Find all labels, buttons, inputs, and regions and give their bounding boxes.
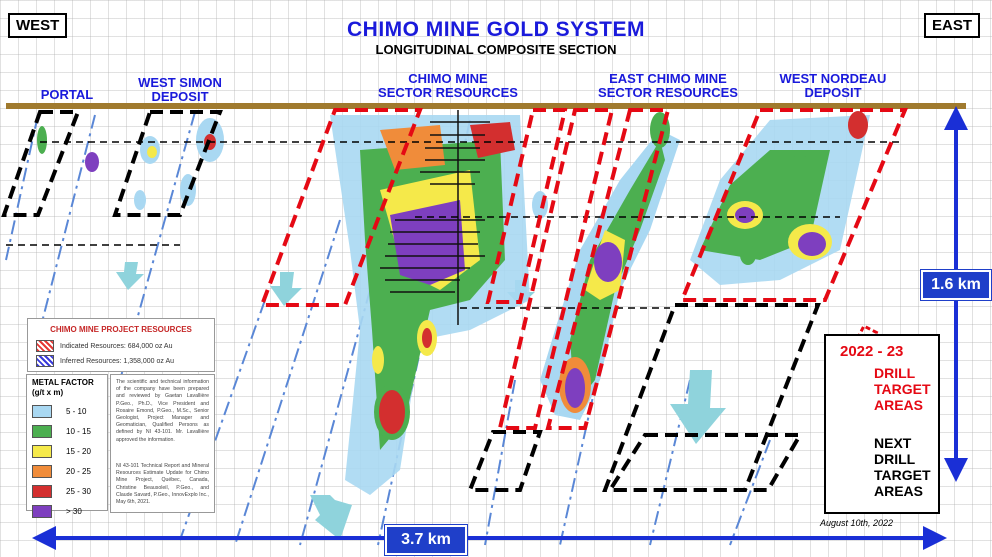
mf-item-3: 15 - 20 — [32, 445, 107, 458]
legend-black-line2: DRILL — [874, 451, 916, 467]
zone-chimo: CHIMO MINE SECTOR RESOURCES — [360, 72, 536, 100]
zone-west-nordeau-line1: WEST NORDEAU — [779, 71, 887, 86]
mf-item-6: > 30 — [32, 505, 107, 518]
metal-factor-unit: (g/t x m) — [32, 388, 64, 397]
mf-item-1: 5 - 10 — [32, 405, 107, 418]
zone-west-nordeau-line2: DEPOSIT — [804, 85, 862, 100]
metal-factor-title: METAL FACTOR — [32, 378, 94, 387]
notes-panel: The scientific and technical information… — [110, 374, 215, 513]
west-label: WEST — [8, 13, 68, 38]
zone-east-chimo-line1: EAST CHIMO MINE — [609, 71, 727, 86]
surface-line — [6, 103, 966, 109]
zone-west-simon-line1: WEST SIMON — [138, 75, 222, 90]
east-label: EAST — [924, 13, 981, 38]
legend-black-line1: NEXT — [874, 435, 912, 451]
legend-red-line3: AREAS — [874, 397, 924, 413]
horizontal-scale-label: 3.7 km — [384, 524, 468, 556]
zone-east-chimo-line2: SECTOR RESOURCES — [598, 85, 738, 100]
zone-east-chimo: EAST CHIMO MINE SECTOR RESOURCES — [580, 72, 756, 100]
resources-panel: CHIMO MINE PROJECT RESOURCES Indicated R… — [27, 318, 215, 372]
drill-target-legend: 2022 - 23 DRILL TARGET AREAS NEXT DRILL … — [824, 334, 940, 514]
page-title: CHIMO MINE GOLD SYSTEM — [346, 18, 645, 41]
drill-target-areas-2022-23 — [259, 108, 909, 430]
metal-factor-panel: METAL FACTOR (g/t x m) 5 - 10 10 - 15 15… — [26, 374, 108, 518]
legend-black-line4: AREAS — [874, 483, 924, 499]
report-date: August 10th, 2022 — [820, 518, 894, 528]
zone-portal: PORTAL — [28, 88, 106, 102]
inferred-label: Inferred Resources: 1,358,000 oz Au — [60, 357, 175, 365]
mf-item-2: 10 - 15 — [32, 425, 107, 438]
zone-chimo-line2: SECTOR RESOURCES — [378, 85, 518, 100]
qualified-person-note: The scientific and technical information… — [116, 379, 209, 443]
page-subtitle: LONGITUDINAL COMPOSITE SECTION — [375, 42, 617, 57]
zone-portal-label: PORTAL — [40, 87, 94, 102]
resources-title: CHIMO MINE PROJECT RESOURCES — [50, 325, 192, 334]
mf-item-5: 25 - 30 — [32, 485, 107, 498]
technical-report-note: NI 43-101 Technical Report and Mineral R… — [116, 463, 209, 506]
indicated-row: Indicated Resources: 684,000 oz Au — [36, 340, 206, 352]
legend-red-line2: TARGET — [874, 381, 931, 397]
mine-levels — [6, 141, 900, 309]
next-drill-target-areas — [1, 110, 821, 492]
indicated-swatch — [36, 340, 54, 352]
zone-west-simon: WEST SIMON DEPOSIT — [118, 76, 242, 104]
inferred-row: Inferred Resources: 1,358,000 oz Au — [36, 355, 206, 367]
zone-west-simon-line2: DEPOSIT — [151, 89, 209, 104]
indicated-label: Indicated Resources: 684,000 oz Au — [60, 342, 173, 350]
inferred-swatch — [36, 355, 54, 367]
legend-red-title: 2022 - 23 — [840, 343, 904, 360]
mf-item-4: 20 - 25 — [32, 465, 107, 478]
zone-west-nordeau: WEST NORDEAU DEPOSIT — [758, 72, 908, 100]
vertical-scale-label: 1.6 km — [920, 269, 992, 301]
zone-chimo-line1: CHIMO MINE — [408, 71, 488, 86]
legend-red-line1: DRILL — [874, 365, 916, 381]
legend-black-line3: TARGET — [874, 467, 931, 483]
